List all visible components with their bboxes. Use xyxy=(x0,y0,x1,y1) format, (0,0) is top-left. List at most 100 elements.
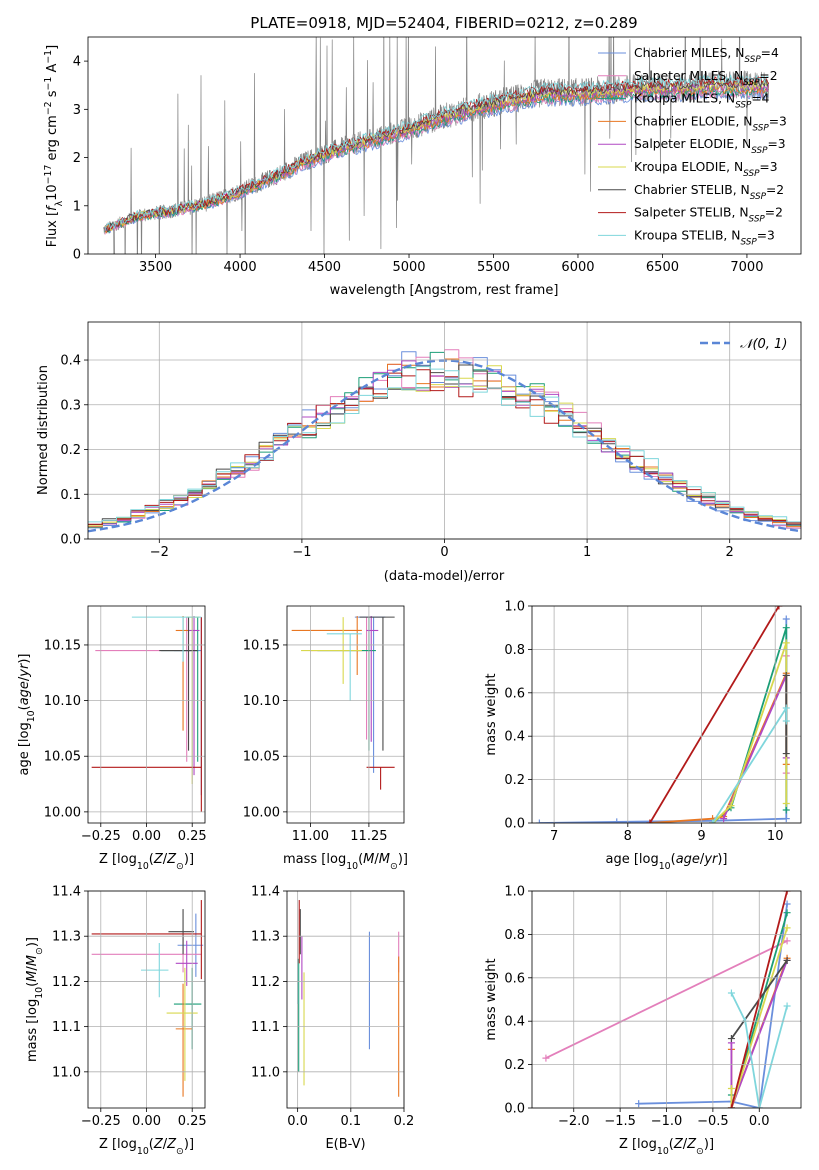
weight-marker-salpeter_miles xyxy=(542,1054,550,1062)
wavelength-tick-label: 6000 xyxy=(561,260,594,275)
axes-frame xyxy=(87,36,802,255)
label-part: / xyxy=(374,852,379,867)
axes-frame xyxy=(87,321,802,540)
x-tick-label: 0.1 xyxy=(340,1114,361,1129)
y-axis-label: mass weight xyxy=(484,673,499,755)
label-part: Kroupa MILES, xyxy=(634,92,726,106)
y-tick-label: 0.2 xyxy=(504,773,525,788)
label-part: N xyxy=(734,69,743,83)
label-part: Z xyxy=(153,852,164,867)
label-part: N xyxy=(743,114,752,128)
label-part: Z [log xyxy=(619,1137,657,1152)
legend-label-salpeter_stelib: Salpeter STELIB, NSSP=2 xyxy=(634,206,783,225)
label-part: ⊙ xyxy=(34,947,45,955)
label-part: ( xyxy=(17,705,32,710)
weight-marker-kroupa_elodie xyxy=(727,1084,735,1092)
y-tick-label: 0.6 xyxy=(504,971,525,986)
label-part: A xyxy=(45,64,60,77)
x-tick-label: 0.0 xyxy=(287,1114,308,1129)
label-part: Chabrier STELIB, xyxy=(634,183,741,197)
label-part: f xyxy=(45,204,60,211)
y-tick-label: 10.00 xyxy=(44,805,81,820)
label-part: SSP xyxy=(735,101,752,111)
chart-title: PLATE=0918, MJD=52404, FIBERID=0212, z=0… xyxy=(250,14,637,32)
label-part: yr xyxy=(703,852,719,867)
weight-marker-chabrier_stelib xyxy=(727,1035,735,1043)
label-part: −1 xyxy=(43,50,54,64)
label-part: Flux [ xyxy=(45,211,60,247)
label-part: −1 xyxy=(43,77,54,91)
spectrum-axes: PLATE=0918, MJD=52404, FIBERID=0212, z=0… xyxy=(43,14,802,298)
label-part: s xyxy=(45,90,60,101)
flux-tick-label: 2 xyxy=(73,151,81,166)
y-axis-label: mass [log10(M/M⊙)] xyxy=(25,937,45,1062)
weight-line-salpeter_stelib xyxy=(649,606,780,823)
label-part: SSP xyxy=(744,55,761,65)
label-part: ( xyxy=(358,852,363,867)
y-tick-label: 0.2 xyxy=(504,1058,525,1073)
label-part: )] xyxy=(184,852,194,867)
y-tick-label: 11.0 xyxy=(52,1065,81,1080)
axes-frame xyxy=(87,605,206,824)
weight-marker-chabrier_miles xyxy=(613,818,621,823)
label-part: )] xyxy=(398,852,408,867)
x-tick-label: −0.25 xyxy=(81,1114,121,1129)
normal-reference-curve xyxy=(88,359,799,533)
x-axis-label: Z [log10(Z/Z⊙)] xyxy=(99,1137,194,1157)
y-tick-label: 10.10 xyxy=(243,694,280,709)
label-part: =2 xyxy=(759,69,777,83)
label-part: λ xyxy=(54,200,65,206)
y-tick-label: 11.1 xyxy=(251,1020,280,1035)
y-tick-label: 10.00 xyxy=(243,805,280,820)
y-tick-label: 11.4 xyxy=(251,885,280,900)
label-part: SSP xyxy=(743,169,760,179)
weight-marker-chabrier_miles xyxy=(783,900,791,908)
x-tick-label: 0.25 xyxy=(178,1114,207,1129)
label-part: Salpeter MILES, xyxy=(634,69,734,83)
label-part: Chabrier MILES, xyxy=(634,46,735,60)
label-part: −17 xyxy=(43,165,54,185)
model-line-salpeter_miles xyxy=(104,89,769,235)
flux-tick-label: 0 xyxy=(73,248,81,263)
y-axis-label: Normed distribution xyxy=(36,365,51,495)
weight-marker-kroupa_elodie xyxy=(782,799,790,807)
legend-label-kroupa_stelib: Kroupa STELIB, NSSP=3 xyxy=(634,228,775,247)
density-tick-label: 0.0 xyxy=(60,533,81,548)
density-tick-label: 0.3 xyxy=(60,398,81,413)
mass-vs-ebv-axes: 0.0 0.1 0.2 11.0 11.1 11.2 11.3 11.4 E(B-V) xyxy=(251,885,414,1153)
x-tick-label: −1.0 xyxy=(651,1114,683,1129)
label-part: erg cm xyxy=(45,115,60,164)
weight-marker-salpeter_stelib xyxy=(646,819,654,823)
label-part: age [log xyxy=(17,722,32,775)
label-part: N xyxy=(741,183,750,197)
label-part: =4 xyxy=(751,92,769,106)
label-part: =3 xyxy=(769,114,787,128)
wavelength-tick-label: 5000 xyxy=(392,260,425,275)
y-tick-label: 1.0 xyxy=(504,885,525,900)
label-part: ⊙ xyxy=(176,861,184,872)
x-axis-label: (data-model)/error xyxy=(384,569,505,584)
label-part: =3 xyxy=(759,160,777,174)
label-part: 10 xyxy=(346,861,358,872)
label-part: ( xyxy=(149,852,154,867)
x-tick-label: 9 xyxy=(697,829,705,844)
weight-marker-kroupa_stelib xyxy=(783,1002,791,1010)
histogram-axes: −2 −1 0 1 2 0.0 0.1 0.2 0.3 0.4 𝒩(0, 1) (data-model… xyxy=(36,321,802,584)
label-part: Kroupa ELODIE, xyxy=(634,160,734,174)
residual-tick-label: 1 xyxy=(583,545,591,560)
label-part: Z xyxy=(153,1137,164,1152)
x-tick-label: 0.25 xyxy=(178,829,207,844)
label-part: N xyxy=(726,92,735,106)
y-tick-label: 11.3 xyxy=(251,930,280,945)
label-part: =3 xyxy=(757,228,775,242)
label-part: =3 xyxy=(767,137,785,151)
x-tick-label: 0.2 xyxy=(394,1114,415,1129)
y-tick-label: 10.10 xyxy=(44,694,81,709)
weight-marker-kroupa_miles xyxy=(782,806,790,814)
axes-frame xyxy=(87,890,206,1109)
legend-label-normal: 𝒩(0, 1) xyxy=(740,337,787,352)
weight-marker-salpeter_miles xyxy=(783,937,791,945)
y-tick-label: 11.1 xyxy=(52,1020,81,1035)
